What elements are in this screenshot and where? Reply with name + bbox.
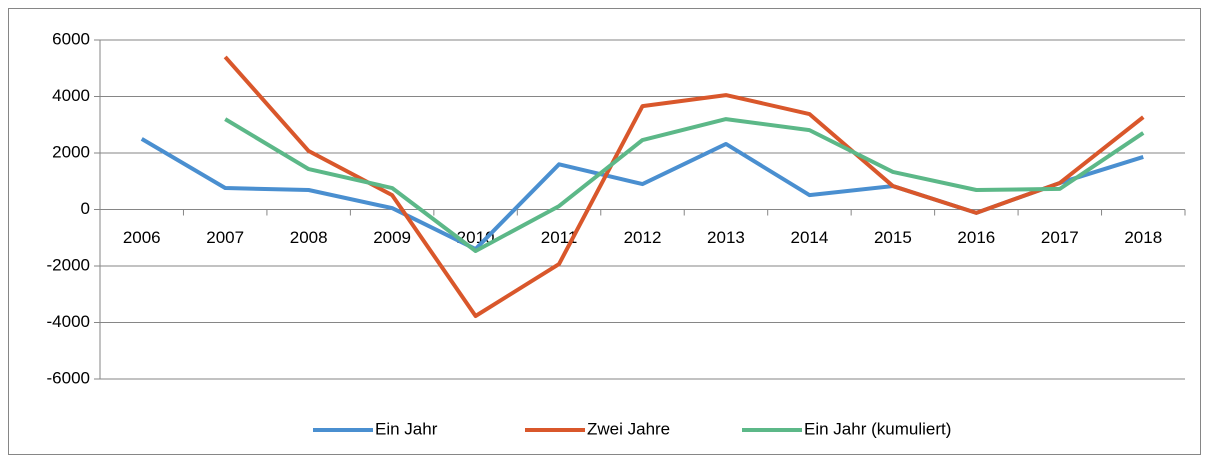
x-tick-label: 2013 — [707, 228, 745, 247]
x-tick-label: 2017 — [1041, 228, 1079, 247]
x-tick-label: 2009 — [373, 228, 411, 247]
y-tick-label: -6000 — [47, 368, 90, 387]
y-tick-label: 4000 — [52, 86, 90, 105]
x-tick-label: 2014 — [791, 228, 829, 247]
x-tick-label: 2007 — [206, 228, 244, 247]
legend-label: Ein Jahr (kumuliert) — [804, 419, 951, 438]
x-tick-label: 2016 — [957, 228, 995, 247]
y-tick-label: 2000 — [52, 142, 90, 161]
series-line — [223, 55, 1145, 319]
y-tick-label: -2000 — [47, 255, 90, 274]
x-tick-label: 2011 — [541, 228, 578, 247]
legend-label: Zwei Jahre — [587, 419, 670, 438]
x-tick-label: 2012 — [624, 228, 662, 247]
y-tick-label: 6000 — [52, 29, 90, 48]
x-tick-label: 2006 — [123, 228, 161, 247]
legend-label: Ein Jahr — [375, 419, 438, 438]
y-tick-label: 0 — [81, 199, 90, 218]
series-line — [224, 117, 1145, 254]
y-tick-label: -4000 — [47, 312, 90, 331]
x-tick-label: 2015 — [874, 228, 912, 247]
chart-frame — [8, 8, 1201, 455]
x-tick-label: 2008 — [290, 228, 328, 247]
x-tick-label: 2018 — [1124, 228, 1162, 247]
